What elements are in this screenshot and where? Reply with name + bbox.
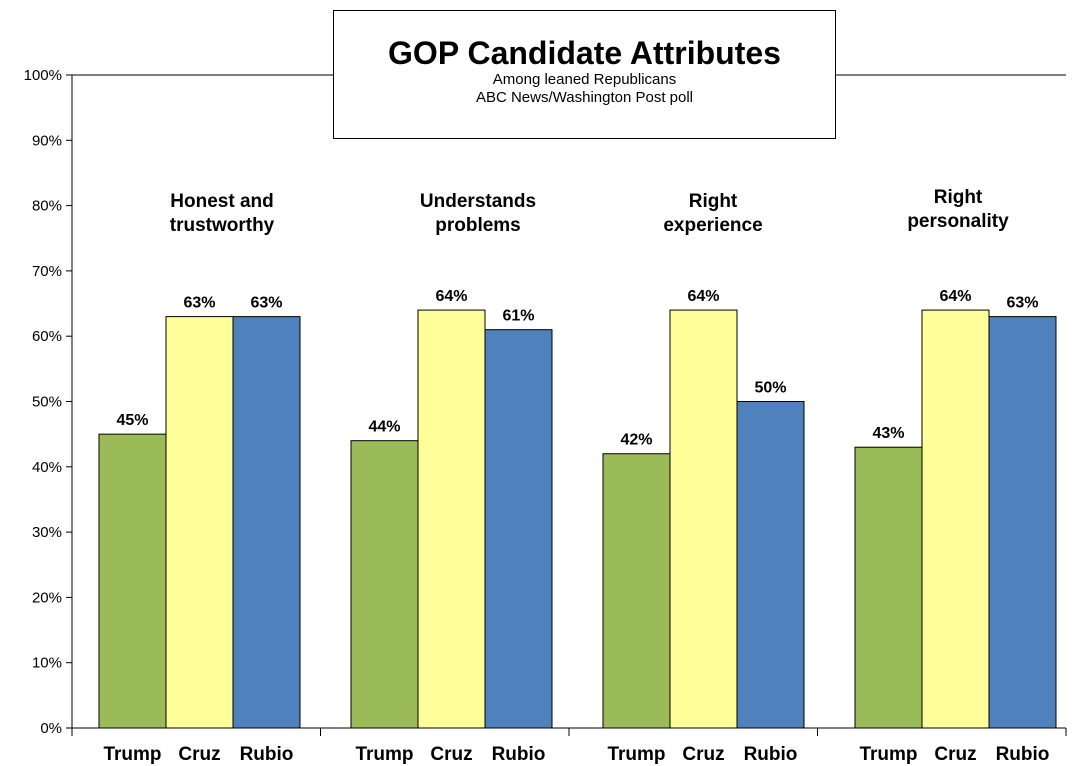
x-category-label: Trump: [859, 744, 917, 765]
group-label: experience: [663, 215, 762, 236]
bar-cruz: [418, 310, 485, 728]
bar-rubio: [485, 330, 552, 728]
y-tick-label: 90%: [32, 132, 62, 149]
x-category-label: Rubio: [492, 744, 546, 765]
chart-subtitle-line1: Among leaned Republicans: [334, 71, 835, 89]
bar-trump: [99, 434, 166, 728]
y-tick-label: 100%: [24, 67, 62, 84]
bar-trump: [603, 454, 670, 728]
group-label: problems: [435, 215, 521, 236]
y-tick-label: 30%: [32, 524, 62, 541]
bar-rubio: [989, 317, 1056, 728]
x-category-label: Cruz: [178, 744, 220, 765]
y-tick-label: 20%: [32, 589, 62, 606]
bar-cruz: [166, 317, 233, 728]
group-label: Honest and: [170, 191, 273, 212]
data-label: 50%: [754, 380, 786, 397]
y-tick-label: 50%: [32, 394, 62, 411]
data-label: 64%: [435, 288, 467, 305]
data-label: 63%: [183, 295, 215, 312]
y-tick-label: 40%: [32, 459, 62, 476]
y-tick-label: 10%: [32, 655, 62, 672]
y-tick-label: 0%: [40, 720, 62, 737]
data-label: 44%: [368, 419, 400, 436]
y-tick-label: 70%: [32, 263, 62, 280]
data-label: 61%: [502, 308, 534, 325]
data-label: 64%: [939, 288, 971, 305]
x-category-label: Trump: [355, 744, 413, 765]
y-tick-label: 80%: [32, 198, 62, 215]
data-label: 42%: [620, 432, 652, 449]
x-category-label: Rubio: [744, 744, 798, 765]
data-label: 43%: [872, 425, 904, 442]
bar-rubio: [233, 317, 300, 728]
bar-cruz: [922, 310, 989, 728]
data-label: 45%: [116, 412, 148, 429]
bar-cruz: [670, 310, 737, 728]
group-label: Right: [689, 191, 738, 212]
y-tick-label: 60%: [32, 328, 62, 345]
bar-rubio: [737, 402, 804, 729]
data-label: 63%: [1006, 295, 1038, 312]
data-label: 63%: [250, 295, 282, 312]
x-category-label: Rubio: [240, 744, 294, 765]
title-box: GOP Candidate Attributes Among leaned Re…: [333, 10, 836, 139]
chart-subtitle-line2: ABC News/Washington Post poll: [334, 89, 835, 107]
data-label: 64%: [687, 288, 719, 305]
x-category-label: Cruz: [934, 744, 976, 765]
x-category-label: Rubio: [996, 744, 1050, 765]
group-label: Understands: [420, 191, 536, 212]
x-category-label: Trump: [607, 744, 665, 765]
x-category-label: Cruz: [682, 744, 724, 765]
x-category-label: Cruz: [430, 744, 472, 765]
group-label: Right: [934, 187, 983, 208]
group-label: personality: [907, 211, 1009, 232]
group-label: trustworthy: [170, 215, 275, 236]
bar-trump: [351, 441, 418, 728]
bar-trump: [855, 447, 922, 728]
x-category-label: Trump: [103, 744, 161, 765]
chart-title: GOP Candidate Attributes: [334, 35, 835, 71]
